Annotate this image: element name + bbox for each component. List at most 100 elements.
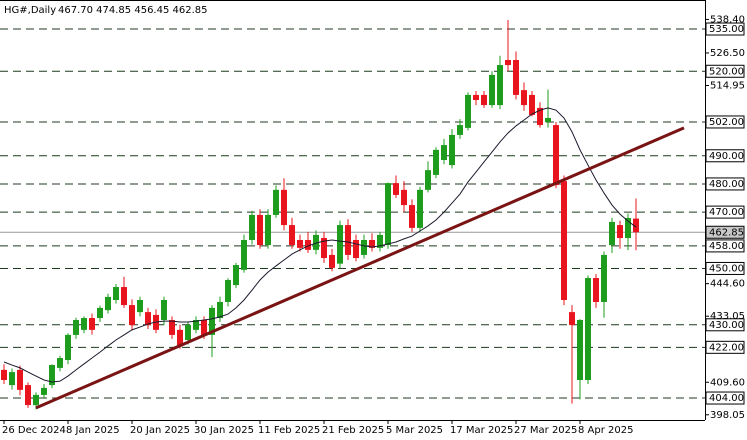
candle-body xyxy=(329,254,335,268)
level-label: 490.00 xyxy=(709,151,744,162)
candle-body xyxy=(497,65,503,106)
y-tick-label: 538.40 xyxy=(710,14,745,25)
candle-body xyxy=(225,280,231,302)
candle-body xyxy=(545,118,551,122)
candle-body xyxy=(185,325,191,340)
level-label: 458.00 xyxy=(709,241,744,252)
level-label: 535.00 xyxy=(709,24,744,35)
candle-body xyxy=(257,214,263,246)
candle-body xyxy=(193,320,199,330)
candle-body xyxy=(401,189,407,206)
candle-body xyxy=(97,307,103,319)
level-label: 450.00 xyxy=(709,263,744,274)
level-label-box xyxy=(705,22,745,36)
candle-body xyxy=(41,387,47,395)
level-label-box xyxy=(705,239,745,253)
level-label: 502.00 xyxy=(709,117,744,128)
candle-body xyxy=(145,312,151,326)
x-tick-label: 21 Feb 2025 xyxy=(322,425,384,436)
candle-body xyxy=(25,385,31,406)
candle-body xyxy=(217,301,223,319)
candle-body xyxy=(489,74,495,106)
candle-body xyxy=(425,170,431,190)
trendline xyxy=(35,126,685,410)
chart-title: HG#,Daily xyxy=(4,5,56,16)
level-label-box xyxy=(705,261,745,275)
y-tick-label: 514.95 xyxy=(710,80,745,91)
candle-body xyxy=(529,94,535,115)
candle-body xyxy=(1,369,7,380)
candle-body xyxy=(249,214,255,240)
candle-body xyxy=(409,205,415,228)
x-tick-label: 8 Jan 2025 xyxy=(66,425,120,436)
candle-body xyxy=(17,369,23,390)
candle-body xyxy=(105,296,111,311)
level-label-box xyxy=(705,115,745,129)
candle-body xyxy=(585,278,591,380)
candle-body xyxy=(337,225,343,264)
candle-body xyxy=(393,183,399,195)
x-tick-label: 8 Apr 2025 xyxy=(578,425,633,436)
candle-body xyxy=(417,189,423,228)
candle-body xyxy=(377,234,383,248)
candle-body xyxy=(297,240,303,248)
candle-body xyxy=(353,240,359,259)
candle-body xyxy=(561,181,567,300)
candle-body xyxy=(281,189,287,226)
candle-body xyxy=(201,320,207,335)
candle-body xyxy=(625,218,631,239)
candle-body xyxy=(553,125,559,186)
candle-body xyxy=(633,218,639,233)
candle-body xyxy=(57,358,63,368)
candle-body xyxy=(65,334,71,360)
x-tick-label: 30 Jan 2025 xyxy=(194,425,254,436)
candle-body xyxy=(465,94,471,128)
x-tick-label: 26 Dec 2024 xyxy=(2,425,66,436)
candle-body xyxy=(345,225,351,255)
last-price-label: 462.85 xyxy=(709,227,744,238)
candle-body xyxy=(273,189,279,215)
level-label: 430.00 xyxy=(709,320,744,331)
level-label: 520.00 xyxy=(709,66,744,77)
candle-body xyxy=(385,183,391,246)
x-tick-label: 27 Mar 2025 xyxy=(514,425,577,436)
candle-body xyxy=(521,90,527,106)
candle-body xyxy=(49,365,55,386)
y-tick-label: 444.60 xyxy=(710,279,745,290)
moving-average xyxy=(3,107,637,383)
candle-body xyxy=(73,320,79,335)
candle-body xyxy=(289,225,295,246)
candle-body xyxy=(313,234,319,250)
candle-body xyxy=(241,240,247,270)
candle-body xyxy=(513,60,519,95)
candle-body xyxy=(361,240,367,255)
candle-body xyxy=(617,225,623,239)
x-tick-label: 20 Jan 2025 xyxy=(130,425,190,436)
level-label: 470.00 xyxy=(709,207,744,218)
candle-body xyxy=(113,287,119,300)
candle-body xyxy=(481,94,487,106)
candle-body xyxy=(537,107,543,126)
level-label-box xyxy=(705,340,745,354)
y-tick-label: 526.50 xyxy=(710,48,745,59)
candle-body xyxy=(89,318,95,330)
level-label-box xyxy=(705,149,745,163)
y-tick-label: 398.05 xyxy=(710,410,745,421)
candle-body xyxy=(161,300,167,320)
level-label-box xyxy=(705,391,745,405)
candle-body xyxy=(433,149,439,175)
level-label-box xyxy=(705,64,745,78)
level-label: 422.00 xyxy=(709,342,744,353)
candle-body xyxy=(233,265,239,286)
candle-body xyxy=(457,125,463,135)
candle-body xyxy=(177,329,183,346)
candle-body xyxy=(137,300,143,313)
x-tick-label: 17 Mar 2025 xyxy=(450,425,513,436)
level-label: 404.00 xyxy=(709,393,744,404)
y-tick-label: 409.60 xyxy=(710,377,745,388)
ohlc-text: 467.70 474.85 456.45 462.85 xyxy=(58,5,208,16)
candle-body xyxy=(81,318,87,330)
candle-body xyxy=(33,394,39,406)
level-label-box xyxy=(705,318,745,332)
